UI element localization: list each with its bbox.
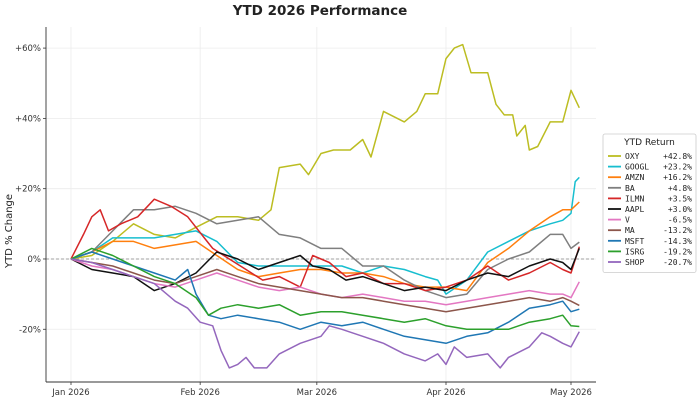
legend-value-ba: +4.8% — [668, 184, 692, 193]
legend-name-ilmn: ILMN — [625, 194, 644, 203]
series-line-isrg — [70, 247, 580, 331]
legend-name-v: V — [625, 216, 630, 225]
legend-name-shop: SHOP — [625, 258, 644, 267]
legend-name-amzn: AMZN — [625, 173, 644, 182]
legend: YTD Return OXY +42.8% GOOGL +23.2% AMZN +16.2%… — [602, 133, 697, 274]
legend-name-ma: MA — [625, 226, 635, 235]
y-tick-label: 0% — [28, 255, 42, 265]
x-tick-label: Jan 2026 — [51, 388, 89, 398]
tick-labels: Jan 2026 Feb 2026 Mar 2026 Apr 2026 May 2026… — [15, 44, 592, 398]
chart-title: YTD 2026 Performance — [232, 3, 408, 19]
x-tick-label: Feb 2026 — [180, 388, 219, 398]
series-line-ma — [70, 258, 580, 313]
series-line-ba — [70, 205, 580, 299]
y-tick-label: +40% — [15, 114, 41, 124]
legend-name-oxy: OXY — [625, 152, 640, 161]
axes — [45, 27, 596, 383]
legend-title: YTD Return — [623, 138, 675, 148]
legend-value-msft: -14.3% — [663, 237, 692, 246]
legend-name-googl: GOOGL — [625, 163, 649, 172]
legend-value-isrg: -19.2% — [663, 247, 692, 256]
x-tick-label: Mar 2026 — [297, 388, 337, 398]
series-line-msft — [70, 251, 580, 345]
legend-value-aapl: +3.0% — [668, 205, 692, 214]
legend-name-aapl: AAPL — [625, 205, 644, 214]
grid — [46, 27, 596, 382]
legend-value-ilmn: +3.5% — [668, 194, 692, 203]
series-line-shop — [70, 258, 580, 369]
y-axis-label: YTD % Change — [4, 194, 15, 269]
legend-box — [602, 133, 697, 274]
legend-value-shop: -20.7% — [663, 258, 692, 267]
series-lines — [70, 43, 581, 369]
legend-name-isrg: ISRG — [625, 247, 644, 256]
y-tick-label: -20% — [19, 325, 41, 335]
y-tick-label: +60% — [15, 44, 41, 54]
y-tick-label: +20% — [15, 185, 41, 195]
series-line-aapl — [70, 248, 580, 292]
legend-value-ma: -13.2% — [663, 226, 692, 235]
legend-value-googl: +23.2% — [663, 163, 692, 172]
x-tick-label: May 2026 — [550, 388, 592, 398]
legend-name-ba: BA — [625, 184, 635, 193]
legend-value-oxy: +42.8% — [663, 152, 692, 161]
legend-value-amzn: +16.2% — [663, 173, 692, 182]
x-tick-label: Apr 2026 — [426, 388, 465, 398]
legend-value-v: -6.5% — [668, 216, 692, 225]
series-line-oxy — [70, 43, 580, 260]
legend-name-msft: MSFT — [625, 237, 644, 246]
